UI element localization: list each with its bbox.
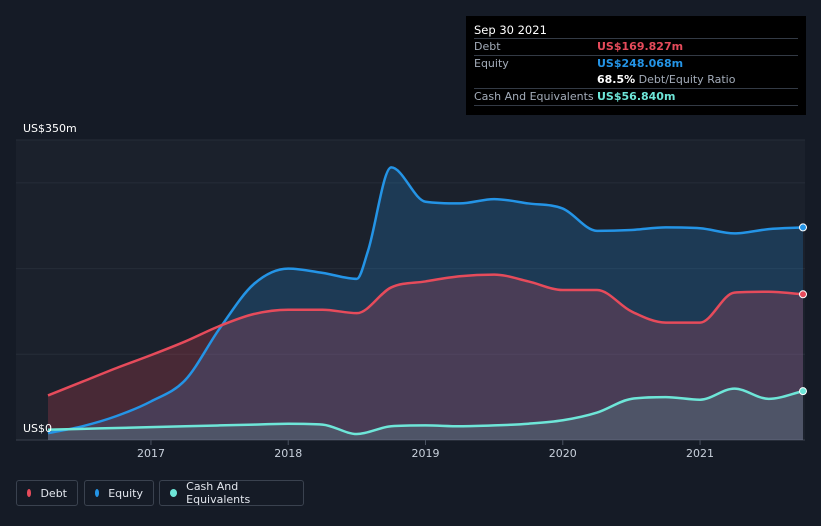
equity-area xyxy=(48,167,803,440)
cash-area xyxy=(48,388,803,440)
x-tick-label: 2019 xyxy=(412,447,440,460)
x-tick-label: 2021 xyxy=(686,447,714,460)
tooltip-ratio-label: Debt/Equity Ratio xyxy=(638,73,736,86)
debt-endpoint xyxy=(799,290,807,299)
debt-line xyxy=(47,273,804,397)
x-tick-label: 2020 xyxy=(549,447,577,460)
tooltip-ratio-row: 68.5% Debt/Equity Ratio xyxy=(474,72,798,88)
tooltip-panel: Sep 30 2021 Debt US$169.827m Equity US$2… xyxy=(466,16,806,115)
equity-line xyxy=(47,166,804,435)
legend-equity[interactable]: Equity xyxy=(84,480,154,506)
legend-equity-label: Equity xyxy=(108,486,143,500)
legend-debt[interactable]: Debt xyxy=(16,480,78,506)
debt-legend-dot-icon xyxy=(27,489,32,497)
plot-background xyxy=(16,140,805,440)
tooltip-debt-value: US$169.827m xyxy=(597,40,684,53)
legend-debt-label: Debt xyxy=(40,486,67,500)
legend-cash-label: Cash And Equivalents xyxy=(186,480,251,506)
tooltip-cash-row: Cash And Equivalents US$56.840m xyxy=(474,88,798,106)
legend-cash[interactable]: Cash And Equivalents xyxy=(159,480,304,506)
x-tick-label: 2017 xyxy=(137,447,165,460)
x-axis: 2017 2018 2019 2020 2021 xyxy=(137,440,714,460)
tooltip-equity-label: Equity xyxy=(474,57,509,70)
x-tick-label: 2018 xyxy=(274,447,302,460)
tooltip-debt-label: Debt xyxy=(474,40,501,53)
gridlines xyxy=(16,139,805,441)
debt-area xyxy=(48,274,803,440)
series-areas xyxy=(48,167,803,440)
tooltip-equity-value: US$248.068m xyxy=(597,57,684,70)
cash-endpoint xyxy=(799,387,807,396)
tooltip-date: Sep 30 2021 xyxy=(474,23,547,37)
tooltip-debt-row: Debt US$169.827m xyxy=(474,38,798,55)
equity-legend-dot-icon xyxy=(95,489,100,497)
tooltip-ratio-value: 68.5% xyxy=(597,73,636,86)
y-axis-max-label: US$350m xyxy=(23,122,77,135)
cash-legend-dot-icon xyxy=(170,489,178,497)
tooltip-cash-label: Cash And Equivalents xyxy=(474,90,594,103)
equity-endpoint xyxy=(799,223,807,232)
y-axis-min-label: US$0 xyxy=(23,422,53,435)
series-endpoints xyxy=(799,223,807,396)
tooltip-equity-row: Equity US$248.068m xyxy=(474,55,798,72)
cash-line xyxy=(47,387,804,436)
tooltip-cash-value: US$56.840m xyxy=(597,90,676,103)
series-lines xyxy=(47,166,804,436)
tooltip-ratio: 68.5% Debt/Equity Ratio xyxy=(597,72,735,88)
